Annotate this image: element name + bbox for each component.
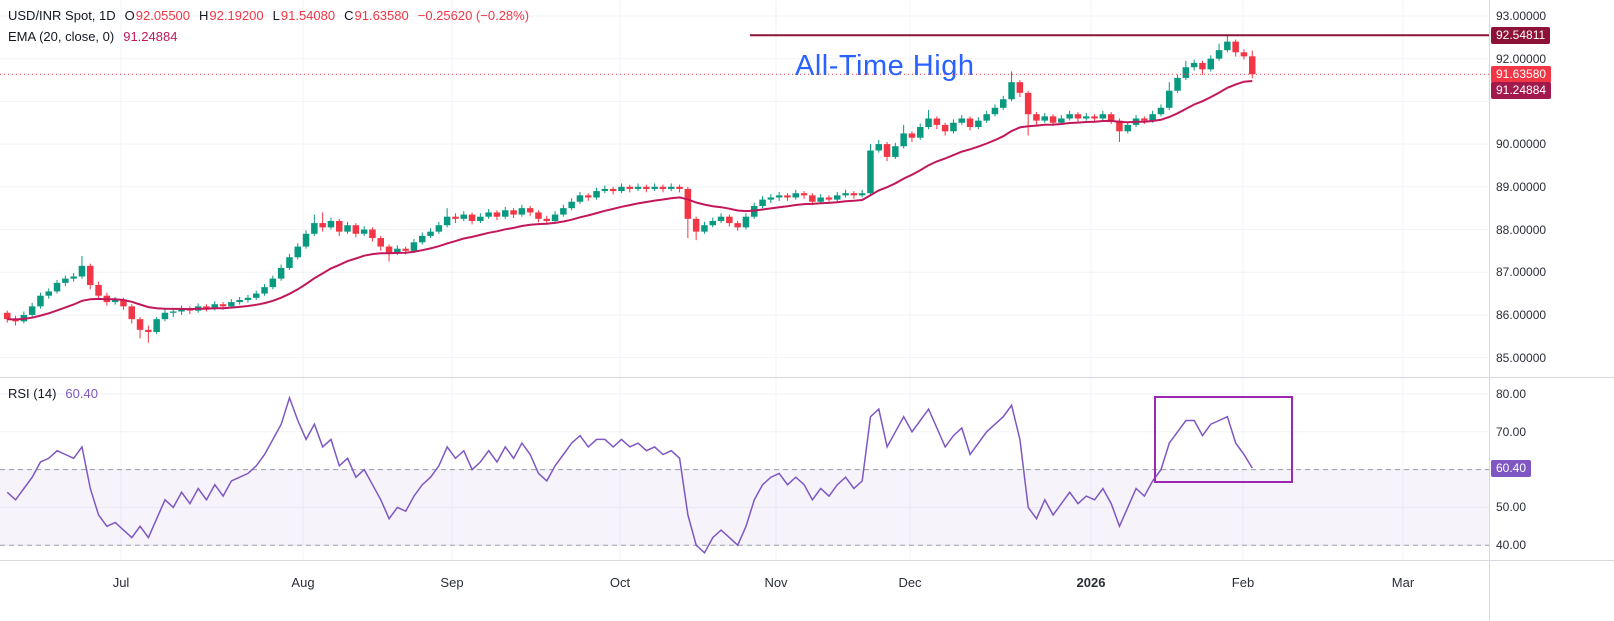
time-axis-label-2026: 2026 (1076, 575, 1106, 590)
ema-legend-title[interactable]: EMA (20, close, 0) (8, 29, 115, 44)
rsi-axis-label: 40.00 (1496, 538, 1527, 553)
rsi-legend-value: 60.40 (65, 386, 98, 401)
symbol-legend[interactable]: USD/INR Spot, 1D O92.05500 H92.19200 L91.54… (8, 8, 529, 23)
price-axis-label: 93.00000 (1496, 9, 1547, 23)
ath-price-badge: 92.54811 (1491, 26, 1551, 44)
price-axis-label: 86.00000 (1496, 307, 1547, 322)
price-axis-label: 90.00000 (1496, 137, 1547, 152)
rsi-axis-label: 80.00 (1496, 387, 1527, 401)
high-key: H (199, 8, 209, 23)
price-axis-label: 89.00000 (1496, 179, 1547, 194)
all-time-high-label: All-Time High (795, 50, 975, 82)
time-axis-label-sep: Sep (440, 575, 464, 590)
symbol-title[interactable]: USD/INR Spot, 1D (8, 8, 116, 23)
high-value: 92.19200 (209, 8, 264, 23)
close-value: 91.63580 (354, 8, 409, 23)
low-value: 91.54080 (280, 8, 336, 23)
rsi-axis-label: 50.00 (1496, 500, 1527, 515)
price-axis-label: 92.00000 (1496, 51, 1547, 66)
time-axis-label-mar: Mar (1391, 575, 1415, 590)
price-axis[interactable]: 93.00000 92.00000 90.00000 89.00000 88.00000… (1490, 0, 1614, 561)
time-axis-label-dec: Dec (898, 575, 922, 590)
ema-price-badge: 91.24884 (1491, 82, 1552, 100)
rsi-axis-label: 70.00 (1496, 424, 1527, 439)
rsi-value-badge: 60.40 (1491, 459, 1532, 477)
price-axis-label: 88.00000 (1496, 222, 1547, 237)
rsi-legend[interactable]: RSI (14) 60.40 (8, 386, 98, 401)
last-price-badge: 91.63580 (1491, 65, 1552, 83)
time-axis-label-oct: Oct (609, 575, 631, 590)
open-key: O (124, 8, 135, 23)
open-value: 92.05500 (135, 8, 191, 23)
price-axis-label: 87.00000 (1496, 265, 1547, 280)
low-key: L (272, 8, 280, 23)
ema-legend-value: 91.24884 (123, 29, 178, 44)
time-axis-label-jul: Jul (112, 575, 130, 590)
change-value: −0.25620 (−0.28%) (417, 8, 530, 23)
price-axis-label: 85.00000 (1496, 350, 1547, 365)
ema-legend[interactable]: EMA (20, close, 0) 91.24884 (8, 29, 177, 44)
rsi-legend-title[interactable]: RSI (14) (8, 386, 57, 401)
time-axis[interactable]: Jul Aug Sep Oct Nov Dec 2026 Feb Mar (0, 561, 1614, 621)
time-axis-label-nov: Nov (764, 575, 788, 590)
time-axis-label-aug: Aug (291, 575, 315, 590)
time-axis-label-feb: Feb (1231, 575, 1255, 590)
close-key: C (344, 8, 354, 23)
